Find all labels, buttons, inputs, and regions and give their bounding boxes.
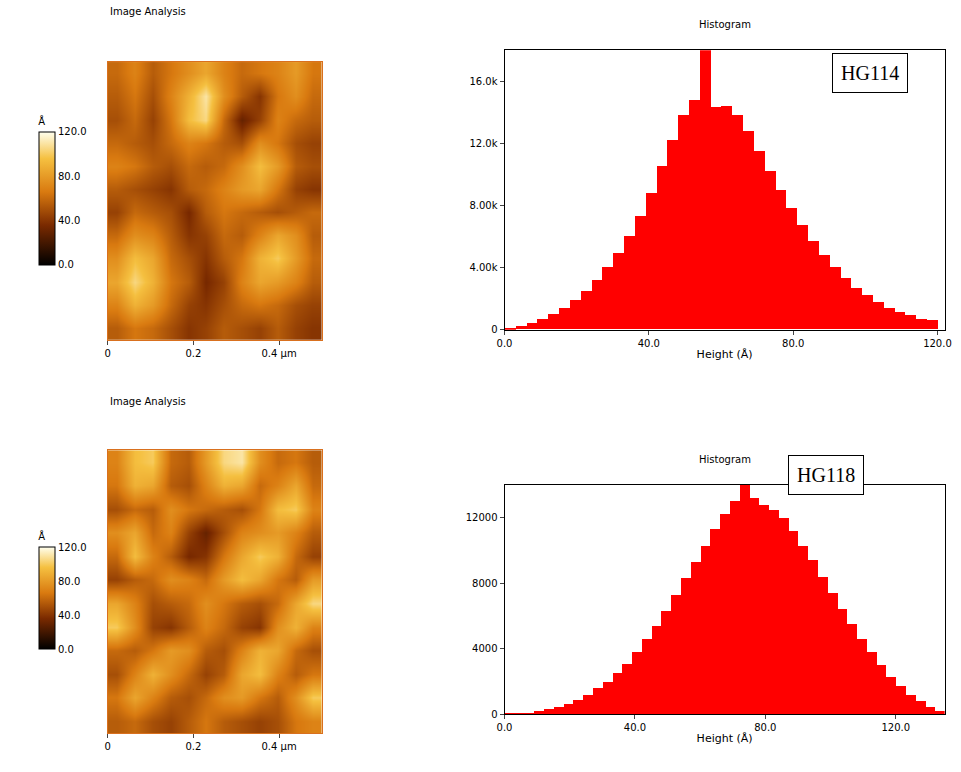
svg-text:0.0: 0.0 (497, 338, 513, 349)
svg-text:40.0: 40.0 (624, 722, 646, 733)
svg-text:0: 0 (104, 741, 110, 752)
svg-text:Image Analysis: Image Analysis (110, 6, 186, 17)
svg-text:80.0: 80.0 (58, 171, 80, 182)
svg-text:4.00k: 4.00k (469, 262, 497, 273)
svg-text:0.4 µm: 0.4 µm (261, 741, 296, 752)
svg-text:Histogram: Histogram (699, 19, 751, 30)
svg-text:120.0: 120.0 (58, 126, 87, 137)
svg-text:HG114: HG114 (841, 62, 899, 84)
svg-text:120.0: 120.0 (881, 722, 910, 733)
svg-text:HG118: HG118 (797, 464, 855, 486)
svg-text:0: 0 (104, 348, 110, 359)
svg-text:120.0: 120.0 (923, 338, 952, 349)
svg-text:40.0: 40.0 (58, 610, 80, 621)
svg-text:Histogram: Histogram (699, 454, 751, 465)
svg-text:0: 0 (491, 709, 497, 720)
svg-text:8.00k: 8.00k (469, 200, 497, 211)
svg-text:80.0: 80.0 (58, 576, 80, 587)
svg-text:16.0k: 16.0k (469, 76, 497, 87)
svg-text:0.2: 0.2 (185, 741, 201, 752)
svg-text:0.0: 0.0 (497, 722, 513, 733)
svg-text:0.4 µm: 0.4 µm (261, 348, 296, 359)
svg-text:0.0: 0.0 (58, 644, 74, 655)
svg-text:40.0: 40.0 (638, 338, 660, 349)
svg-text:0.0: 0.0 (58, 259, 74, 270)
svg-text:120.0: 120.0 (58, 542, 87, 553)
svg-text:8000: 8000 (472, 578, 497, 589)
svg-text:0.2: 0.2 (185, 348, 201, 359)
svg-text:Å: Å (38, 115, 45, 127)
svg-text:12000: 12000 (466, 512, 498, 523)
svg-text:4000: 4000 (472, 643, 497, 654)
svg-text:80.0: 80.0 (754, 722, 776, 733)
svg-text:80.0: 80.0 (782, 338, 804, 349)
svg-text:12.0k: 12.0k (469, 138, 497, 149)
svg-text:Height (Å): Height (Å) (697, 732, 753, 745)
svg-text:Height (Å): Height (Å) (697, 348, 753, 361)
svg-text:0: 0 (491, 324, 497, 335)
svg-text:Image Analysis: Image Analysis (110, 396, 186, 407)
svg-text:40.0: 40.0 (58, 215, 80, 226)
svg-text:Å: Å (38, 530, 45, 542)
